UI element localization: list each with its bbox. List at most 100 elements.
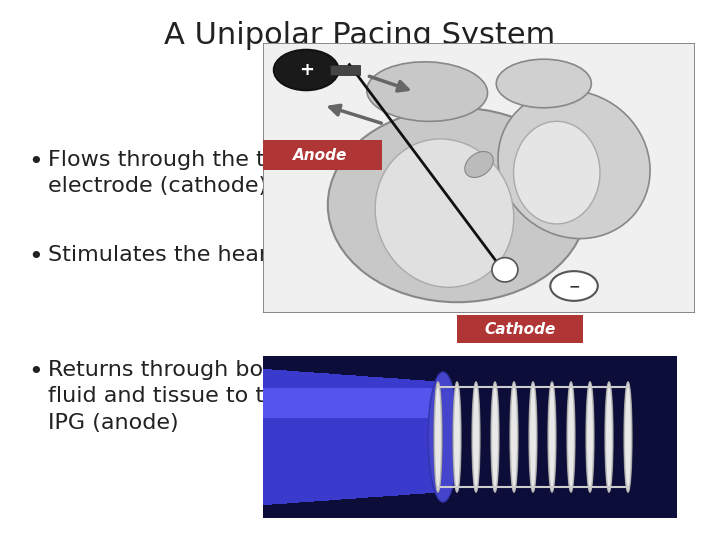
Bar — [356, 376, 359, 498]
Bar — [320, 373, 323, 501]
Ellipse shape — [529, 382, 536, 492]
FancyBboxPatch shape — [347, 388, 350, 417]
Ellipse shape — [586, 382, 594, 492]
Ellipse shape — [513, 122, 600, 224]
FancyBboxPatch shape — [338, 388, 341, 417]
Bar — [281, 370, 284, 504]
Bar — [428, 381, 431, 493]
FancyBboxPatch shape — [440, 388, 443, 417]
Bar — [284, 370, 287, 503]
Ellipse shape — [496, 59, 591, 108]
Bar — [308, 372, 311, 502]
FancyBboxPatch shape — [386, 388, 389, 417]
FancyBboxPatch shape — [437, 388, 440, 417]
Ellipse shape — [428, 372, 458, 502]
FancyBboxPatch shape — [320, 388, 323, 417]
FancyBboxPatch shape — [395, 388, 398, 417]
FancyBboxPatch shape — [389, 388, 392, 417]
FancyBboxPatch shape — [374, 388, 377, 417]
FancyBboxPatch shape — [398, 388, 401, 417]
Circle shape — [274, 50, 338, 90]
Bar — [434, 381, 437, 492]
Ellipse shape — [510, 382, 518, 492]
Bar — [290, 371, 293, 503]
Ellipse shape — [624, 382, 631, 492]
Bar — [299, 372, 302, 502]
FancyBboxPatch shape — [272, 388, 275, 417]
Bar — [380, 377, 383, 497]
Ellipse shape — [492, 258, 518, 282]
FancyBboxPatch shape — [281, 388, 284, 417]
FancyBboxPatch shape — [278, 388, 281, 417]
FancyBboxPatch shape — [302, 388, 305, 417]
FancyBboxPatch shape — [263, 43, 695, 313]
FancyBboxPatch shape — [296, 388, 299, 417]
Bar — [317, 373, 320, 501]
FancyBboxPatch shape — [419, 388, 422, 417]
FancyBboxPatch shape — [407, 388, 410, 417]
Bar — [419, 380, 422, 494]
Bar — [374, 377, 377, 497]
FancyBboxPatch shape — [428, 388, 431, 417]
Ellipse shape — [549, 382, 556, 492]
Bar — [368, 376, 371, 497]
Bar — [341, 375, 344, 500]
FancyBboxPatch shape — [335, 388, 338, 417]
Bar — [401, 379, 404, 495]
Ellipse shape — [454, 382, 461, 492]
Bar — [422, 380, 425, 494]
Ellipse shape — [567, 382, 575, 492]
FancyBboxPatch shape — [413, 388, 416, 417]
FancyBboxPatch shape — [401, 388, 404, 417]
Ellipse shape — [606, 382, 613, 492]
Text: −: − — [568, 279, 580, 293]
Bar — [302, 372, 305, 502]
FancyBboxPatch shape — [323, 388, 326, 417]
FancyBboxPatch shape — [293, 388, 296, 417]
Bar — [371, 377, 374, 497]
FancyBboxPatch shape — [326, 388, 329, 417]
FancyBboxPatch shape — [263, 388, 266, 417]
FancyBboxPatch shape — [362, 388, 365, 417]
Bar — [416, 380, 419, 494]
Bar — [392, 378, 395, 496]
Ellipse shape — [328, 108, 587, 302]
Ellipse shape — [491, 382, 499, 492]
FancyBboxPatch shape — [350, 388, 353, 417]
Bar — [335, 374, 338, 500]
Bar — [440, 382, 443, 492]
Ellipse shape — [510, 382, 518, 492]
FancyBboxPatch shape — [317, 388, 320, 417]
FancyBboxPatch shape — [359, 388, 362, 417]
FancyBboxPatch shape — [308, 388, 311, 417]
Bar — [377, 377, 380, 497]
FancyBboxPatch shape — [287, 388, 290, 417]
FancyBboxPatch shape — [299, 388, 302, 417]
Bar — [329, 374, 332, 500]
Bar — [275, 370, 278, 504]
Text: •: • — [28, 150, 42, 174]
FancyBboxPatch shape — [380, 388, 383, 417]
Bar — [326, 374, 329, 501]
Text: A Unipolar Pacing System: A Unipolar Pacing System — [164, 21, 556, 50]
FancyBboxPatch shape — [290, 388, 293, 417]
Text: Cathode: Cathode — [485, 321, 556, 336]
Bar — [362, 376, 365, 498]
FancyBboxPatch shape — [410, 388, 413, 417]
Bar — [296, 372, 299, 503]
FancyBboxPatch shape — [371, 388, 374, 417]
FancyBboxPatch shape — [305, 388, 308, 417]
Bar — [311, 373, 314, 502]
FancyBboxPatch shape — [365, 388, 368, 417]
Bar — [344, 375, 347, 499]
Bar — [287, 370, 290, 503]
Ellipse shape — [434, 382, 442, 492]
FancyBboxPatch shape — [284, 388, 287, 417]
FancyBboxPatch shape — [457, 315, 583, 343]
Bar — [293, 371, 296, 503]
FancyBboxPatch shape — [392, 388, 395, 417]
Bar — [410, 380, 413, 495]
Ellipse shape — [472, 382, 480, 492]
Bar — [437, 381, 440, 492]
Bar — [365, 376, 368, 498]
